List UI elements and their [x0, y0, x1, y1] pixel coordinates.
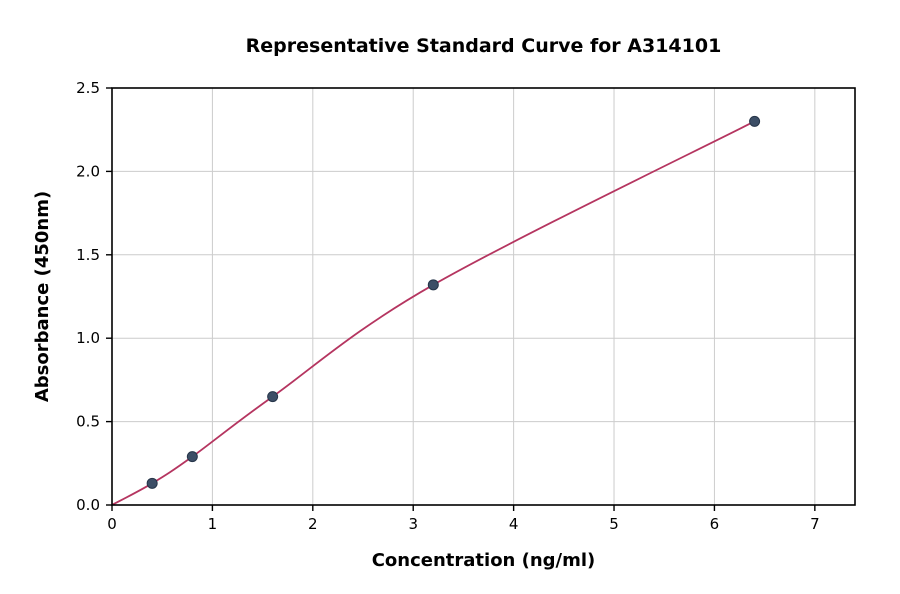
y-tick-label: 0.0 — [76, 496, 100, 514]
x-tick-label: 6 — [710, 515, 720, 533]
data-point — [427, 279, 439, 291]
x-tick-label: 3 — [408, 515, 418, 533]
plot-area — [112, 88, 855, 505]
data-point — [146, 477, 158, 489]
y-tick-label: 2.5 — [76, 79, 100, 97]
x-axis-label: Concentration (ng/ml) — [372, 550, 596, 571]
data-point — [749, 115, 761, 127]
x-tick-label: 0 — [107, 515, 117, 533]
y-axis-label: Absorbance (450nm) — [32, 191, 53, 402]
chart-title: Representative Standard Curve for A31410… — [246, 35, 722, 57]
x-tick-label: 2 — [308, 515, 318, 533]
x-tick-label: 4 — [509, 515, 519, 533]
x-tick-label: 1 — [208, 515, 218, 533]
data-point — [267, 391, 279, 403]
data-point — [186, 451, 198, 463]
y-tick-label: 1.5 — [76, 246, 100, 264]
x-tick-label: 7 — [810, 515, 820, 533]
y-tick-label: 2.0 — [76, 162, 100, 180]
y-tick-label: 0.5 — [76, 413, 100, 431]
x-tick-label: 5 — [609, 515, 619, 533]
plot-border — [111, 87, 856, 506]
y-tick-label: 1.0 — [76, 329, 100, 347]
